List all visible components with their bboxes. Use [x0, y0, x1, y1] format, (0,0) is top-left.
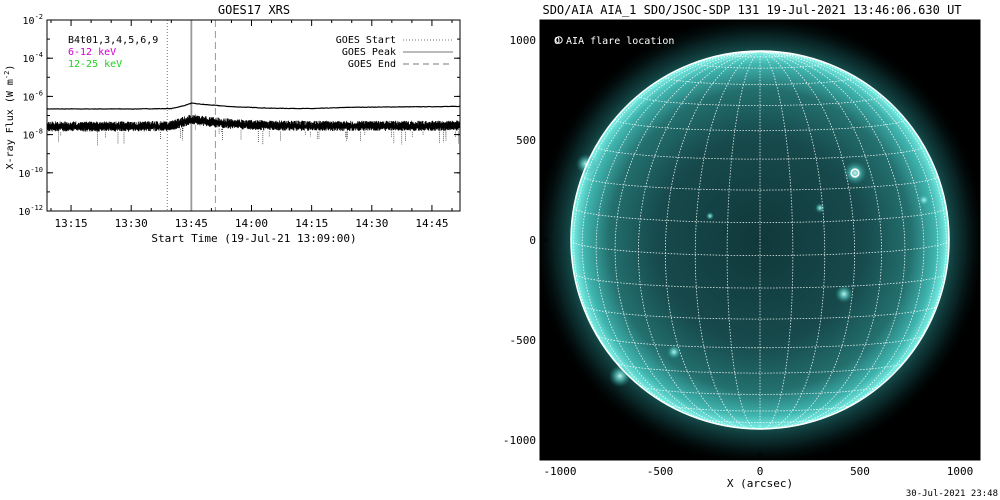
goes-x-axis-label: Start Time (19-Jul-21 13:09:00) — [151, 232, 356, 245]
aia-x-tick-label: -500 — [647, 465, 674, 478]
goes-series — [47, 102, 460, 146]
latitude-line — [573, 273, 947, 289]
longitude-line — [614, 51, 761, 429]
goes-plot-frame — [46, 19, 461, 212]
footer-timestamp: 30-Jul-2021 23:48 — [906, 489, 998, 499]
flare-legend-symbol — [555, 36, 563, 44]
goes-y-axis-label: X-ray Flux (W m-2) — [3, 65, 16, 170]
longitude-line — [595, 51, 761, 428]
active-region — [918, 194, 930, 206]
goes-chart-title: GOES17 XRS — [218, 3, 290, 17]
aia-y-tick-label: -1000 — [503, 434, 536, 447]
flare-location-marker — [850, 168, 860, 178]
aia-legend-label: O AIA flare location — [554, 36, 674, 47]
goes-y-tick-exponent: -10 — [30, 166, 43, 174]
active-region — [835, 285, 853, 303]
longitude-line — [759, 51, 939, 425]
active-region — [667, 345, 681, 359]
latitude-line — [615, 361, 905, 374]
goes-event-lines — [166, 20, 216, 211]
aia-x-tick-label: 0 — [757, 465, 764, 478]
aia-x-tick-label: -1000 — [543, 465, 576, 478]
goes-series-short-dropouts — [58, 125, 459, 146]
aia-image-panel: SDO/AIA AIA_1 SDO/JSOC-SDP 131 19-Jul-20… — [503, 3, 981, 490]
goes-channel-legend-item: B4t01,3,4,5,6,9 — [68, 35, 158, 46]
active-region — [609, 365, 631, 387]
goes-y-tick-base: 10 — [23, 92, 35, 103]
aia-x-tick-label: 500 — [850, 465, 870, 478]
aia-image-title: SDO/AIA AIA_1 SDO/JSOC-SDP 131 19-Jul-20… — [542, 3, 961, 17]
aia-y-tick-label: 0 — [529, 234, 536, 247]
longitude-line — [573, 51, 761, 412]
aia-x-tick-label: 1000 — [947, 465, 974, 478]
goes-series-long — [47, 102, 460, 110]
goes-x-tick-label: 14:15 — [295, 217, 328, 230]
goes-channel-legend-item: 12-25 keV — [68, 59, 122, 70]
longitude-line — [726, 51, 761, 430]
active-regions — [576, 154, 930, 387]
latitude-line — [638, 385, 882, 395]
goes-x-tick-label: 13:30 — [115, 217, 148, 230]
solar-limb — [570, 50, 950, 430]
goes-x-tick-label: 14:45 — [415, 217, 448, 230]
aia-plot-frame — [539, 19, 981, 461]
longitude-line — [759, 51, 856, 430]
goes-y-tick-base: 10 — [23, 16, 35, 27]
goes-x-tick-label: 14:30 — [355, 217, 388, 230]
goes-y-tick-label: 10-8 — [23, 128, 43, 142]
goes-y-tick-exponent: -2 — [35, 13, 43, 21]
longitude-line — [759, 51, 794, 430]
active-region — [706, 212, 714, 220]
goes-y-tick-exponent: -6 — [35, 89, 43, 97]
active-region — [576, 154, 596, 174]
goes-y-tick-base: 10 — [23, 131, 35, 142]
aia-legend: O AIA flare location — [554, 36, 674, 47]
goes-y-tick-exponent: -12 — [30, 204, 43, 212]
goes-channel-legend-item: 6-12 keV — [68, 47, 116, 58]
latitude-line — [638, 95, 882, 106]
latitude-line — [581, 304, 939, 320]
svg-text:X-ray Flux (W m-2): X-ray Flux (W m-2) — [3, 65, 16, 170]
aia-y-tick-label: -500 — [510, 334, 537, 347]
longitude-line — [759, 51, 906, 429]
goes-y-tick-label: 10-10 — [18, 166, 43, 180]
goes-y-tick-label: 10-2 — [23, 13, 43, 27]
goes-y-tick-label: 10-4 — [23, 51, 43, 65]
aia-axis-ticks: -1000 -500 0 500 1000 -1000 -500 0 500 1000 — [503, 34, 973, 478]
goes-y-tick-base: 10 — [18, 169, 30, 180]
goes-y-tick-label: 10-6 — [23, 89, 43, 103]
goes-y-tick-base: 10 — [23, 54, 35, 65]
aia-y-tick-label: 1000 — [510, 34, 537, 47]
goes-x-tick-label: 14:00 — [235, 217, 268, 230]
goes-x-tick-label: 13:45 — [175, 217, 208, 230]
goes-xrs-chart: GOES17 XRS X-ray Flux (W m-2) 10-210-410… — [3, 3, 461, 245]
goes-y-tick-exponent: -4 — [35, 51, 43, 59]
longitude-line — [759, 51, 925, 428]
active-region — [815, 203, 825, 213]
goes-y-tick-base: 10 — [18, 207, 30, 218]
longitude-line — [581, 51, 761, 425]
latitude-line — [665, 76, 855, 85]
longitude-line — [759, 51, 947, 412]
goes-event-legend-label: GOES Start — [336, 35, 396, 46]
active-region — [843, 161, 867, 185]
goes-event-legend-label: GOES End — [348, 59, 396, 70]
aia-y-tick-label: 500 — [516, 134, 536, 147]
goes-y-tick-label: 10-12 — [18, 204, 43, 218]
aia-x-axis-label: X (arcsec) — [727, 477, 793, 490]
latitude-line — [694, 62, 826, 69]
goes-x-tick-label: 13:15 — [54, 217, 87, 230]
longitude-line — [664, 51, 761, 430]
goes-series-short — [47, 114, 460, 132]
goes-y-tick-exponent: -8 — [35, 128, 43, 136]
goes-event-legend-label: GOES Peak — [342, 47, 396, 58]
goes-x-ticks: 13:15 13:30 13:45 14:00 14:15 14:30 14:45 — [50, 20, 453, 230]
